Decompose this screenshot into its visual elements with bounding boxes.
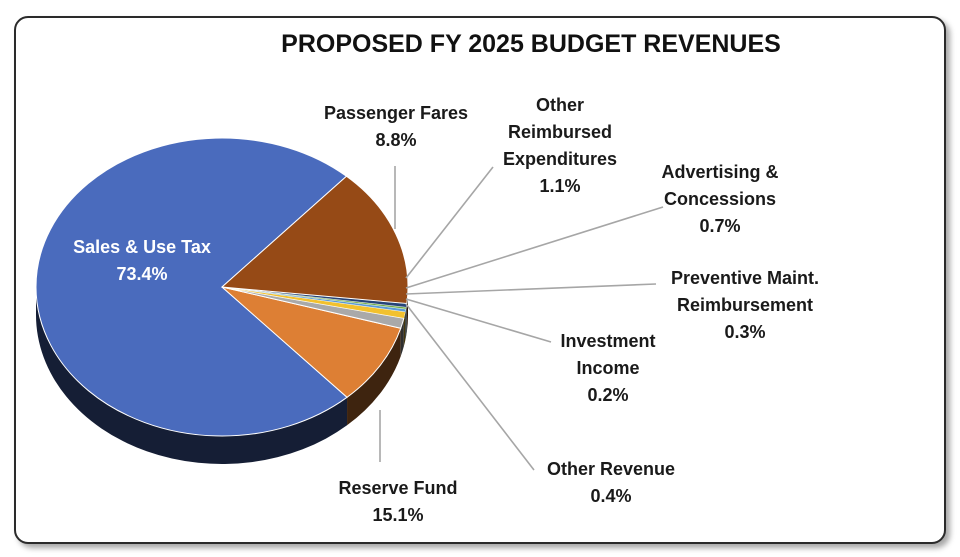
slice-label-line-5: Investment — [560, 331, 655, 351]
slice-label-6: Other Revenue 0.4% — [547, 459, 675, 506]
pie-slice-7 — [220, 175, 409, 305]
slice-label-line-5: Income — [576, 358, 639, 378]
slice-side-0 — [36, 287, 348, 464]
slice-label-line-4: Preventive Maint. — [671, 268, 819, 288]
slice-label-line-4: Reimbursement — [677, 295, 813, 315]
slice-label-5: Investment Income 0.2% — [560, 331, 655, 405]
slice-value-7: 15.1% — [372, 505, 423, 525]
slice-value-1: 8.8% — [375, 130, 416, 150]
slice-label-line-7: Reserve Fund — [338, 478, 457, 498]
slice-labels: Sales & Use Tax 73.4% Passenger Fares 8.8% O… — [73, 95, 819, 525]
slice-label-line-6: Other Revenue — [547, 459, 675, 479]
slice-label-line-2: Other — [536, 95, 584, 115]
slice-label-2: Other Reimbursed Expenditures 1.1% — [503, 95, 617, 196]
slice-value-3: 0.7% — [699, 216, 740, 236]
slice-value-5: 0.2% — [587, 385, 628, 405]
slice-label-line-3: Concessions — [664, 189, 776, 209]
slice-side-4 — [405, 309, 406, 340]
slice-label-7: Reserve Fund 15.1% — [338, 478, 457, 525]
slice-label-1: Passenger Fares 8.8% — [324, 103, 468, 150]
slice-label-line-0: Sales & Use Tax — [73, 237, 211, 257]
slice-label-4: Preventive Maint. Reimbursement 0.3% — [671, 268, 819, 342]
slice-label-3: Advertising & Concessions 0.7% — [661, 162, 778, 236]
slice-label-line-2: Reimbursed — [508, 122, 612, 142]
leader-line-6 — [405, 303, 535, 471]
slice-side-1 — [347, 328, 401, 426]
slice-label-line-2: Expenditures — [503, 149, 617, 169]
leader-line-5 — [405, 298, 552, 343]
pie-slice-0 — [35, 137, 348, 437]
pie-depth — [36, 287, 408, 464]
chart-title: PROPOSED FY 2025 BUDGET REVENUES — [281, 30, 781, 58]
slice-value-4: 0.3% — [724, 322, 765, 342]
slice-side-6 — [406, 303, 407, 336]
slice-value-2: 1.1% — [539, 176, 580, 196]
slice-label-0: Sales & Use Tax 73.4% — [73, 237, 211, 284]
slice-value-6: 0.4% — [590, 486, 631, 506]
slice-value-0: 73.4% — [116, 264, 167, 284]
pie-slices — [35, 137, 409, 437]
pie-slice-1 — [221, 286, 402, 398]
slice-label-line-1: Passenger Fares — [324, 103, 468, 123]
leader-line-2 — [405, 166, 494, 279]
slice-label-line-3: Advertising & — [661, 162, 778, 182]
leader-line-3 — [405, 206, 664, 289]
slice-side-2 — [400, 318, 404, 357]
slice-side-3 — [403, 311, 406, 347]
leader-line-4 — [405, 283, 657, 295]
leader-lines — [379, 166, 664, 471]
